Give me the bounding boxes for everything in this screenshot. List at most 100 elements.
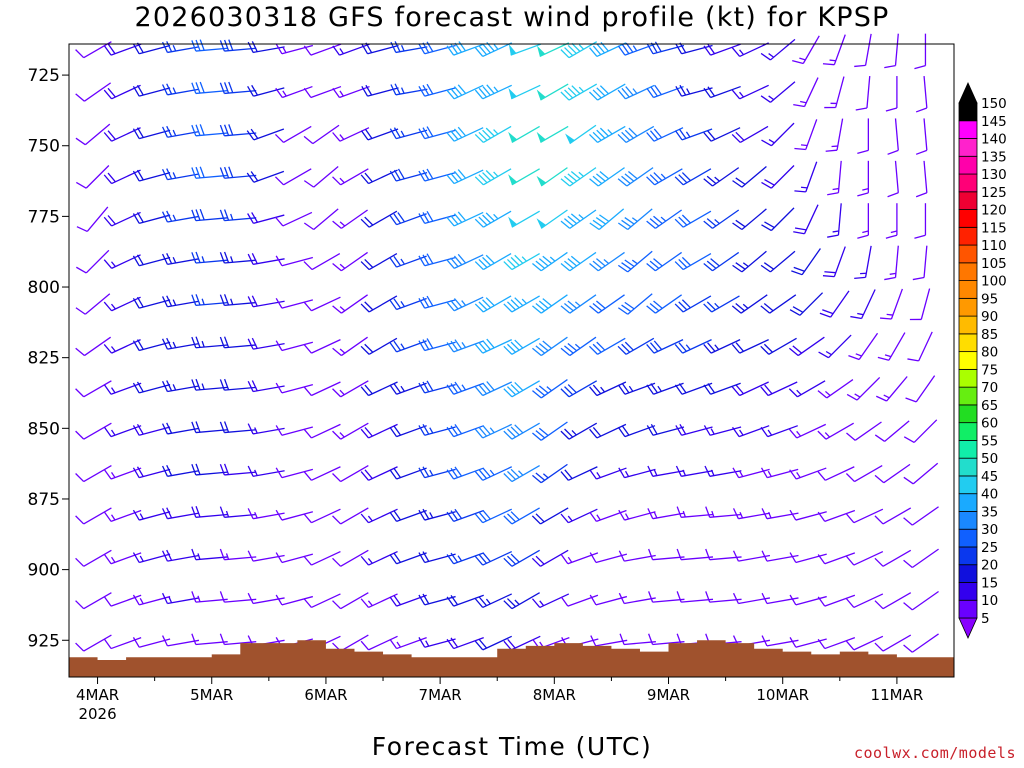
- wind-barb: [589, 251, 625, 272]
- x-tick-label: 9MAR: [647, 686, 690, 704]
- wind-barb: [875, 376, 908, 402]
- wind-barb: [560, 594, 599, 607]
- wind-barb: [446, 253, 484, 269]
- wind-barb: [536, 209, 568, 229]
- wind-barb: [903, 590, 939, 611]
- colorbar-label: 30: [981, 522, 998, 538]
- wind-barb: [731, 84, 769, 100]
- wind-barb: [247, 508, 285, 520]
- wind-barb: [191, 39, 228, 52]
- colorbar-swatch: [958, 297, 978, 317]
- wind-barb: [589, 125, 626, 143]
- wind-barb: [446, 169, 484, 185]
- wind-barb: [418, 424, 456, 436]
- colorbar-label: 5: [981, 611, 990, 627]
- wind-barb: [161, 464, 200, 477]
- wind-barb: [303, 296, 341, 312]
- wind-barb: [446, 126, 484, 142]
- wind-barb: [589, 167, 625, 187]
- wind-barb: [275, 255, 314, 267]
- wind-barb: [674, 168, 712, 186]
- wind-barb: [705, 591, 742, 603]
- wind-barb: [247, 550, 285, 562]
- colorbar-swatch: [958, 155, 978, 175]
- wind-barb: [191, 463, 228, 476]
- colorbar-label: 45: [981, 469, 998, 485]
- wind-barb: [732, 467, 770, 479]
- colorbar-label: 145: [981, 114, 1007, 130]
- wind-barb: [560, 380, 598, 398]
- wind-barb: [503, 507, 540, 525]
- wind-barb: [903, 462, 939, 485]
- wind-barb: [191, 294, 228, 307]
- wind-barb: [389, 382, 427, 395]
- colorbar-label: 125: [981, 185, 1007, 201]
- wind-barb: [674, 339, 712, 354]
- wind-barb: [817, 466, 855, 481]
- wind-barb: [877, 332, 906, 361]
- wind-barb: [915, 160, 928, 198]
- wind-barb: [617, 42, 656, 56]
- wind-barb: [332, 294, 368, 314]
- wind-barb: [446, 296, 484, 312]
- wind-barb: [332, 549, 369, 567]
- wind-barb: [907, 331, 933, 362]
- wind-barb: [303, 508, 341, 524]
- wind-barb: [418, 593, 456, 606]
- wind-barb: [824, 76, 845, 109]
- colorbar-label: 35: [981, 504, 998, 520]
- wind-barb: [161, 125, 200, 138]
- wind-barb: [761, 207, 795, 232]
- terrain-layer: [69, 640, 954, 677]
- wind-barb: [676, 548, 714, 561]
- wind-barb: [474, 253, 512, 271]
- colorbar-swatch: [958, 368, 978, 388]
- wind-barb: [332, 336, 368, 357]
- wind-barb: [75, 634, 112, 652]
- wind-barb: [619, 633, 656, 646]
- wind-barb: [880, 288, 903, 320]
- wind-barb: [793, 204, 819, 235]
- wind-barb: [474, 338, 513, 354]
- wind-barb: [247, 592, 285, 605]
- wind-barb: [161, 635, 200, 647]
- colorbar-label: 105: [981, 256, 1007, 272]
- wind-barb: [788, 423, 827, 439]
- wind-barb: [191, 81, 228, 95]
- colorbar-label: 70: [981, 380, 998, 396]
- wind-barb: [219, 166, 257, 179]
- wind-barb: [761, 122, 795, 147]
- wind-barb: [560, 422, 598, 440]
- wind-barb: [531, 593, 570, 609]
- wind-barb: [389, 594, 427, 607]
- colorbar-swatch: [958, 333, 978, 353]
- wind-barb: [360, 253, 398, 271]
- wind-barb: [508, 210, 540, 228]
- wind-barb: [75, 123, 111, 146]
- wind-barb: [103, 211, 141, 227]
- colorbar-label: 140: [981, 132, 1007, 148]
- x-tick-label: 6MAR: [304, 686, 347, 704]
- wind-barb: [191, 251, 228, 264]
- wind-barb: [360, 295, 398, 313]
- wind-barb: [760, 38, 796, 61]
- wind-barb: [646, 424, 685, 436]
- wind-barb: [132, 254, 171, 267]
- wind-barb: [703, 425, 742, 436]
- y-axis: 725 750 775 800 825 850 875 900 925: [28, 66, 69, 651]
- wind-barb: [75, 293, 111, 315]
- wind-barb: [332, 85, 370, 99]
- wind-barb: [884, 245, 899, 281]
- wind-barb: [132, 127, 171, 140]
- wind-barb: [676, 591, 714, 603]
- wind-barb: [247, 84, 285, 97]
- wind-barb: [161, 168, 200, 181]
- wind-barb: [303, 339, 341, 354]
- wind-barb: [848, 332, 879, 361]
- wind-barb: [857, 203, 870, 239]
- wind-barb: [75, 336, 112, 357]
- wind-barb: [219, 548, 257, 561]
- wind-barb: [818, 334, 852, 359]
- wind-barb: [161, 507, 200, 520]
